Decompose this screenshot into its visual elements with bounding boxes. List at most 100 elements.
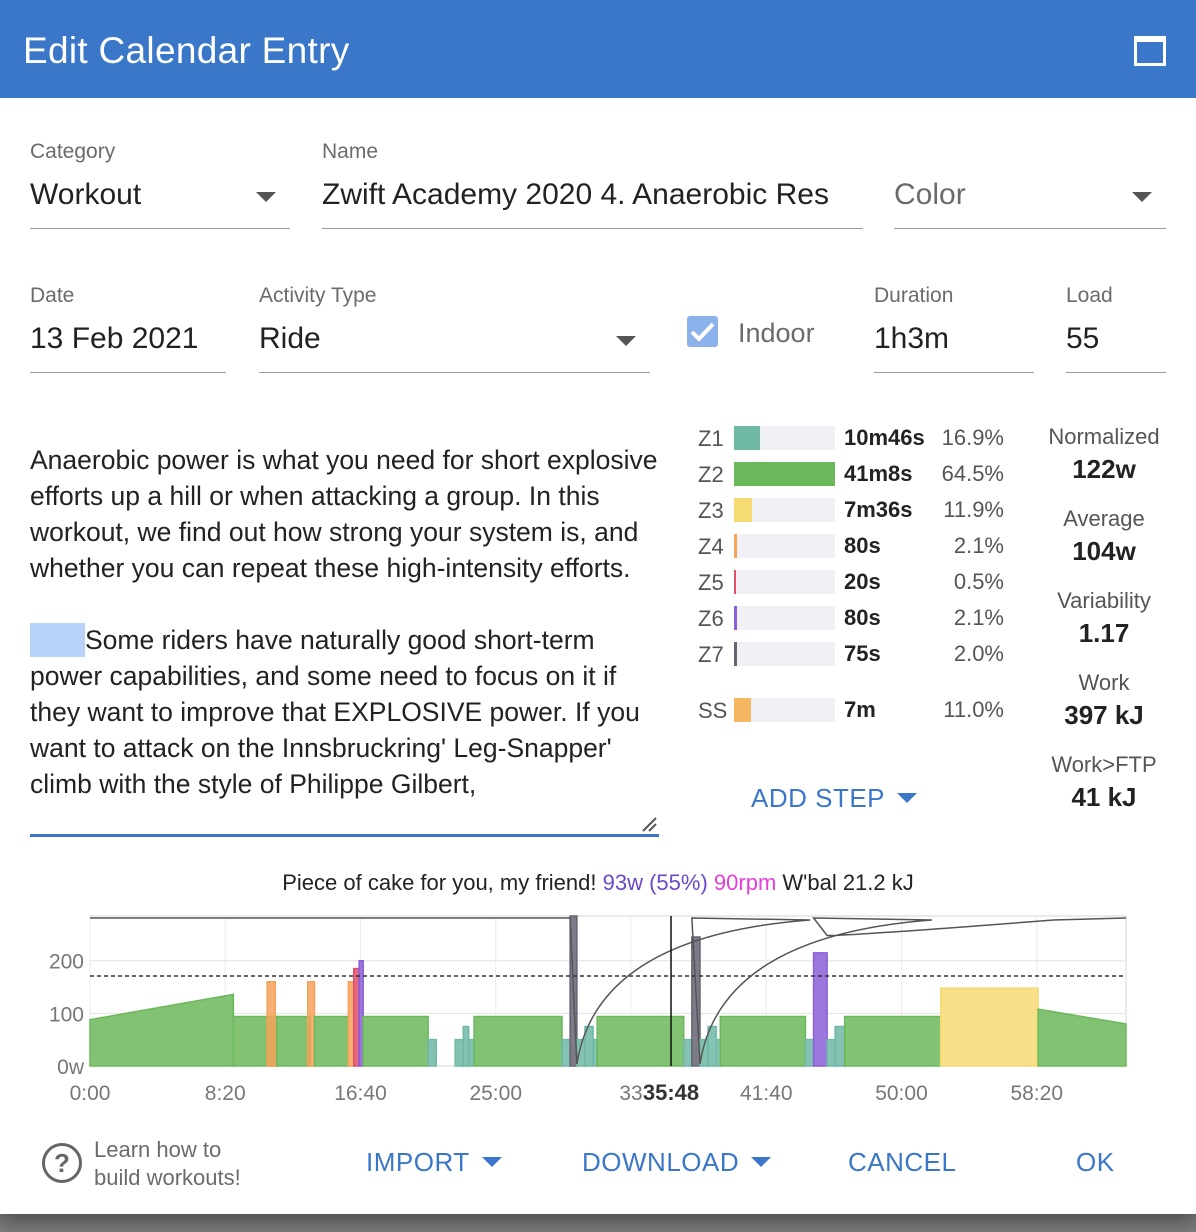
download-chevron-down-icon (751, 1157, 772, 1167)
chart-cursor-label: 35:48 (643, 1080, 699, 1105)
category-value: Workout (30, 178, 142, 211)
chart-step-bar (812, 952, 828, 1067)
zone-time: 41m8s (844, 461, 913, 486)
add-step-button[interactable]: ADD STEP (751, 783, 918, 814)
text-selection (30, 623, 85, 657)
chart-step-bar (561, 1038, 571, 1067)
load-value: 55 (1066, 322, 1100, 355)
chart-step-bar (266, 981, 277, 1067)
chart-x-tick-label: 8:20 (205, 1082, 246, 1105)
chart-status-cadence: 90rpm (713, 870, 777, 895)
color-select[interactable]: Color (894, 140, 1166, 229)
duration-underline (874, 372, 1034, 373)
zone-bar-track (734, 534, 835, 558)
duration-value: 1h3m (874, 322, 950, 355)
load-underline (1066, 372, 1166, 373)
stat-value: 41 kJ (1071, 782, 1137, 812)
zone-time: 7m (844, 697, 876, 722)
category-chevron-down-icon (256, 192, 276, 202)
zone-name: Z4 (698, 534, 724, 559)
load-label: Load (1066, 284, 1113, 307)
color-placeholder: Color (894, 178, 966, 211)
stat-work: Work 397 kJ (1034, 670, 1174, 731)
help-text-line-1: Learn how to (94, 1137, 222, 1162)
zone-bar-fill (734, 606, 737, 630)
chart-x-tick-label: 0:00 (70, 1082, 111, 1105)
chart-step-bar (596, 1015, 685, 1067)
category-select[interactable]: Category Workout (30, 140, 290, 229)
workout-chart[interactable]: 0w 100 200 0:00 8:20 16:40 25:00 33 41:40 50:00 58… (0, 900, 1196, 1115)
stat-label: Variability (1057, 588, 1151, 613)
zone-bar-track (734, 606, 835, 630)
ok-button[interactable]: OK (1076, 1147, 1115, 1177)
zone-percent: 2.1% (953, 605, 1004, 630)
activity-type-chevron-down-icon (616, 336, 636, 346)
help-link[interactable]: Learn how to build workouts! (94, 1136, 241, 1192)
zone-bar-track (734, 570, 835, 594)
category-label: Category (30, 140, 116, 163)
zone-bar-fill (734, 534, 737, 558)
zone-name: Z6 (698, 606, 724, 631)
activity-type-select[interactable]: Activity Type Ride (259, 284, 650, 373)
zone-name: Z2 (698, 462, 724, 487)
stat-normalized: Normalized 122w (1034, 424, 1174, 485)
zone-percent: 16.9% (941, 425, 1004, 450)
stat-label: Work (1078, 670, 1130, 695)
chart-step-bar (584, 1025, 594, 1067)
color-underline (894, 228, 1166, 229)
download-label: DOWNLOAD (582, 1147, 740, 1177)
zone-bar-fill (734, 642, 737, 666)
chart-x-tick-label: 41:40 (740, 1082, 793, 1105)
zone-name: Z3 (698, 498, 724, 523)
stat-value: 122w (1072, 454, 1136, 484)
chart-status-power: 93w (55%) (602, 870, 708, 895)
date-underline (30, 372, 226, 373)
name-field[interactable]: Name Zwift Academy 2020 4. Anaerobic Res (322, 140, 863, 229)
chart-step-bar (275, 1015, 312, 1067)
description-underline (30, 834, 659, 837)
zone-bar-fill (734, 462, 835, 486)
zone-time: 10m46s (844, 425, 925, 450)
load-field[interactable]: Load 55 (1066, 284, 1166, 373)
add-step-label: ADD STEP (751, 783, 886, 813)
stat-label: Work>FTP (1051, 752, 1157, 777)
zone-name: Z5 (698, 570, 724, 595)
resize-handle-icon[interactable] (641, 816, 657, 832)
add-step-chevron-down-icon (897, 793, 918, 803)
zone-name: Z1 (698, 426, 724, 451)
chart-step-bar (358, 959, 364, 1067)
chart-step-bar (682, 1038, 693, 1067)
chart-step-bar (362, 1015, 429, 1067)
activity-type-underline (259, 372, 650, 373)
zone-time: 75s (844, 641, 881, 666)
chart-step-bar (467, 1038, 475, 1067)
chart-step-bar (352, 967, 360, 1067)
zone-name: Z7 (698, 642, 724, 667)
description-paragraph-2-container: Some riders have naturally good short-te… (30, 622, 660, 802)
import-label: IMPORT (366, 1147, 470, 1177)
chart-step-bar (826, 1038, 836, 1067)
stat-work-ftp: Work>FTP 41 kJ (1034, 752, 1174, 813)
chart-wbal-line (90, 917, 1127, 1065)
zone-percent: 2.0% (953, 641, 1004, 666)
chart-x-tick-label: 25:00 (469, 1082, 522, 1105)
chart-y-tick-label: 100 (49, 1003, 84, 1026)
chart-x-tick-label: 33 (619, 1082, 642, 1105)
date-field[interactable]: Date 13 Feb 2021 (30, 284, 226, 373)
stat-value: 397 kJ (1064, 700, 1144, 730)
chart-step-bar (843, 1015, 942, 1067)
help-icon[interactable]: ? (42, 1143, 82, 1183)
import-button[interactable]: IMPORT (366, 1147, 502, 1178)
indoor-checkbox[interactable] (687, 316, 718, 347)
description-textarea[interactable]: Anaerobic power is what you need for sho… (30, 442, 660, 837)
zone-time: 80s (844, 605, 881, 630)
chart-status-line: Piece of cake for you, my friend! 93w (5… (0, 870, 1196, 896)
chart-step-bar (347, 981, 355, 1067)
download-button[interactable]: DOWNLOAD (582, 1147, 772, 1178)
chart-step-bar (427, 1038, 437, 1067)
chart-y-tick-label: 200 (49, 951, 84, 974)
chart-step-bar (462, 1025, 470, 1067)
cancel-button[interactable]: CANCEL (848, 1147, 957, 1177)
duration-field[interactable]: Duration 1h3m (874, 284, 1034, 373)
maximize-icon[interactable] (1134, 36, 1166, 66)
